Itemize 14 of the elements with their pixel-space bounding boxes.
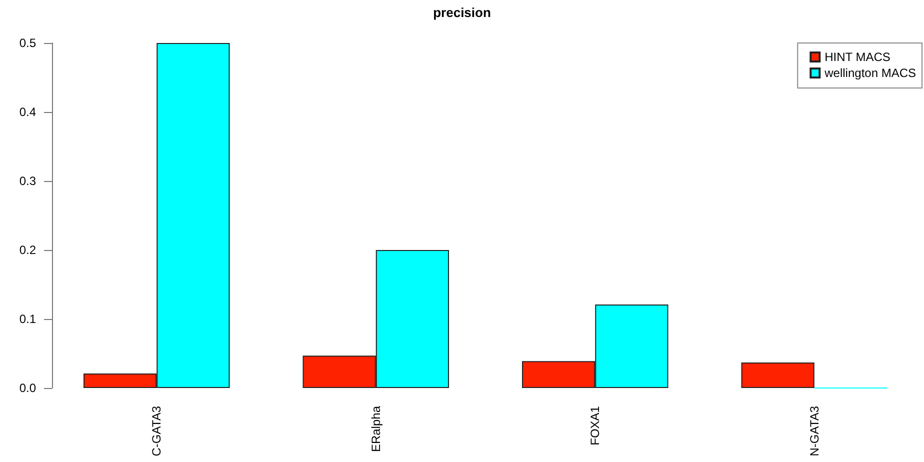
x-tick-label: ERalpha xyxy=(368,406,383,452)
chart-title: precision xyxy=(433,5,491,20)
x-tick-label: C-GATA3 xyxy=(150,406,164,456)
legend-label: HINT MACS xyxy=(824,50,890,64)
x-tick-label: N-GATA3 xyxy=(807,406,822,456)
y-tick-label: 0.2 xyxy=(19,243,36,257)
y-tick-label: 0.1 xyxy=(19,312,36,326)
y-tick-label: 0.0 xyxy=(19,381,36,395)
y-tick-label: 0.5 xyxy=(19,36,36,50)
bar xyxy=(741,362,814,388)
x-tick-label: FOXA1 xyxy=(588,406,602,446)
y-tick-label: 0.4 xyxy=(19,105,36,119)
legend-label: wellington MACS xyxy=(824,66,916,80)
y-tick-label: 0.3 xyxy=(19,174,36,188)
